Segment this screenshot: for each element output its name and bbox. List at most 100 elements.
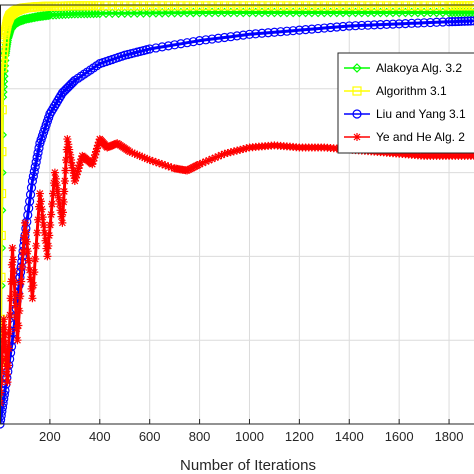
data-point	[31, 255, 40, 264]
data-point	[7, 260, 16, 269]
data-point	[0, 325, 8, 334]
x-tick-label: 1200	[285, 429, 314, 444]
data-point	[1, 346, 10, 355]
data-point	[45, 109, 55, 119]
data-point	[188, 7, 199, 18]
data-point	[0, 315, 8, 324]
data-point	[394, 7, 405, 18]
data-point	[219, 32, 230, 43]
data-point	[113, 1, 124, 11]
data-point	[352, 86, 362, 96]
data-point	[47, 210, 56, 219]
data-point	[34, 215, 43, 224]
data-point	[469, 1, 474, 11]
x-tick-label: 800	[189, 429, 211, 444]
data-point	[32, 241, 41, 250]
data-point	[425, 1, 435, 11]
data-point	[132, 8, 143, 18]
data-point	[135, 151, 144, 160]
data-point	[140, 153, 149, 162]
data-point	[232, 1, 242, 11]
data-point	[53, 187, 62, 196]
data-point	[263, 1, 273, 11]
data-point	[6, 294, 15, 303]
data-point	[40, 228, 49, 237]
data-point	[50, 168, 59, 177]
data-point	[36, 197, 45, 206]
data-point	[357, 1, 367, 11]
data-point	[10, 290, 19, 299]
data-point	[23, 247, 32, 256]
data-point	[170, 40, 180, 50]
data-point	[37, 205, 46, 214]
data-point	[164, 162, 173, 171]
legend-item: Ye and He Alg. 2	[344, 130, 465, 144]
data-point	[60, 187, 69, 196]
data-point	[2, 354, 11, 363]
data-point	[58, 218, 67, 227]
data-point	[201, 1, 211, 11]
data-point	[21, 228, 30, 237]
data-point	[138, 152, 147, 161]
data-point	[338, 7, 348, 18]
x-tick-label: 600	[139, 429, 161, 444]
data-point	[51, 174, 60, 183]
data-point	[67, 156, 76, 165]
axes: 200 400 600 800 1000 1200 1400 1600 1800	[0, 4, 474, 444]
data-point	[431, 1, 442, 11]
x-tick-label: 1400	[335, 429, 364, 444]
data-point	[294, 7, 305, 18]
data-point	[226, 148, 235, 157]
data-point	[9, 267, 18, 276]
data-point	[388, 1, 398, 11]
data-point	[12, 313, 21, 322]
data-point	[54, 93, 64, 103]
data-point	[29, 166, 39, 177]
data-point	[307, 1, 317, 11]
data-point	[350, 21, 361, 31]
data-point	[188, 37, 198, 47]
data-point	[194, 7, 205, 18]
data-point	[133, 150, 142, 159]
data-point	[68, 161, 77, 170]
data-point	[88, 160, 97, 169]
data-point	[40, 10, 51, 21]
data-point	[300, 7, 311, 18]
data-point	[319, 7, 330, 18]
data-point	[438, 1, 448, 11]
data-point	[407, 1, 417, 11]
data-point	[72, 170, 81, 179]
data-point	[71, 173, 80, 182]
data-point	[25, 196, 35, 207]
data-point	[200, 7, 211, 18]
data-point	[60, 176, 69, 185]
data-point	[58, 208, 67, 217]
data-point	[62, 156, 71, 165]
x-tick-label: 1600	[385, 429, 414, 444]
data-point	[169, 7, 180, 18]
data-point	[466, 16, 474, 26]
data-point	[74, 164, 83, 173]
data-point	[313, 23, 323, 34]
data-point	[425, 17, 435, 28]
data-point	[288, 1, 298, 11]
data-point	[447, 7, 458, 18]
data-point	[263, 7, 274, 18]
data-point	[413, 1, 423, 11]
data-point	[163, 1, 173, 11]
data-point	[363, 7, 373, 18]
data-point	[28, 171, 38, 181]
data-point	[101, 1, 111, 11]
data-point	[4, 361, 13, 370]
data-point	[18, 262, 27, 271]
data-point	[469, 7, 474, 18]
data-point	[151, 8, 161, 18]
data-point	[431, 17, 442, 27]
data-point	[15, 306, 24, 315]
data-point	[352, 109, 362, 119]
data-point	[29, 281, 38, 290]
data-point	[144, 8, 155, 18]
data-point	[382, 1, 392, 11]
data-point	[23, 210, 33, 220]
data-point	[138, 1, 149, 11]
